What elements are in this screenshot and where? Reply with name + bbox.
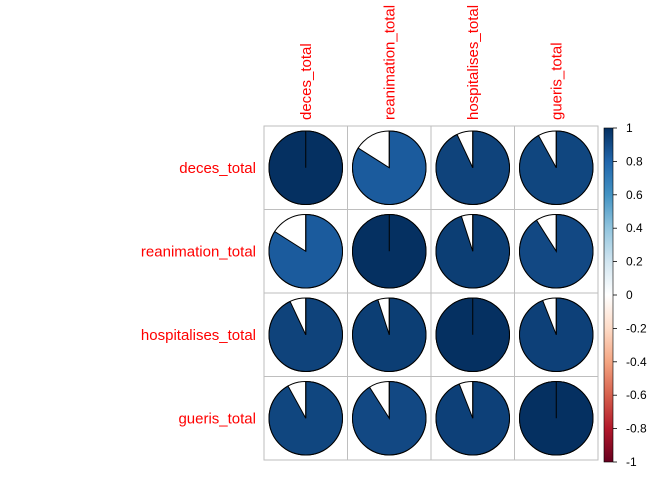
column-label: deces_total (298, 43, 315, 120)
colorbar-tick-label: 0.6 (626, 188, 643, 202)
colorbar-tick-label: -0.4 (626, 355, 647, 369)
colorbar-tick-label: -0.8 (626, 422, 647, 436)
row-label: reanimation_total (141, 243, 256, 260)
colorbar: 1 0.8 0.6 0.4 0.2 0 -0.2 -0.4 -0.6 -0.8 -1 (603, 121, 647, 469)
correlation-pies (268, 130, 594, 456)
colorbar-tick-label: 0 (626, 288, 633, 302)
colorbar-tick-label: 0.2 (626, 255, 643, 269)
colorbar-tick-label: -0.2 (626, 321, 647, 335)
column-labels: deces_total reanimation_total hospitalises… (298, 5, 566, 120)
row-label: deces_total (179, 160, 256, 177)
colorbar-tick-label: -0.6 (626, 388, 647, 402)
column-label: hospitalises_total (465, 5, 482, 120)
colorbar-tick-label: 0.4 (626, 221, 643, 235)
colorbar-tick-label: -1 (626, 455, 637, 469)
colorbar-gradient (603, 127, 614, 463)
column-label: gueris_total (548, 42, 565, 120)
column-label: reanimation_total (381, 5, 398, 120)
row-labels: deces_total reanimation_total hospitalises… (141, 160, 256, 428)
colorbar-ticks: 1 0.8 0.6 0.4 0.2 0 -0.2 -0.4 -0.6 -0.8 -1 (613, 121, 647, 469)
colorbar-tick-label: 1 (626, 121, 633, 135)
row-label: gueris_total (178, 410, 256, 427)
colorbar-tick-label: 0.8 (626, 154, 643, 168)
row-label: hospitalises_total (141, 327, 256, 344)
